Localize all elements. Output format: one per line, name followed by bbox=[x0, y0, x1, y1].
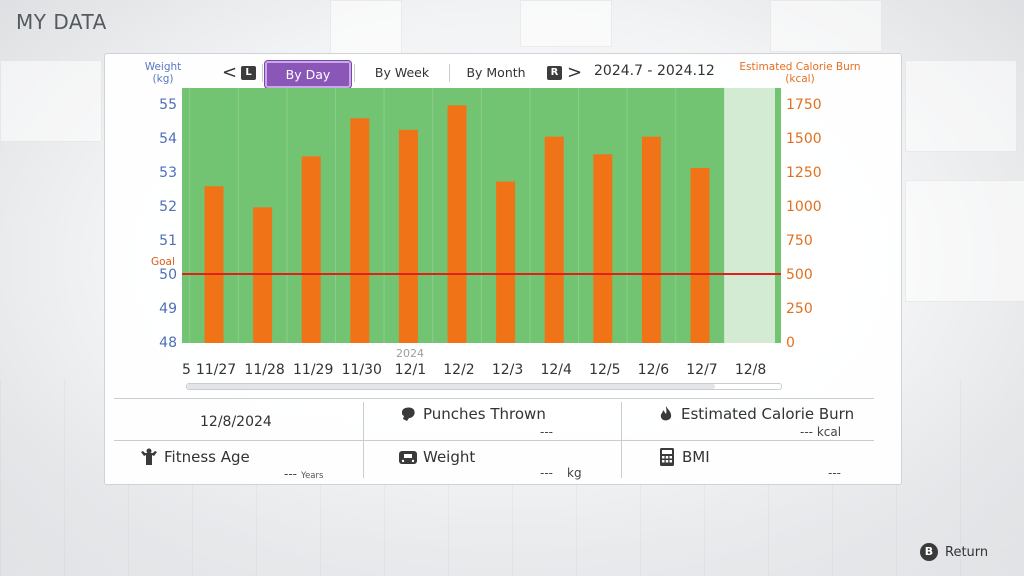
right-axis-tick: 1250 bbox=[786, 165, 822, 181]
calorie-bar bbox=[204, 186, 224, 343]
tab-divider bbox=[262, 64, 263, 82]
x-axis-tick: 11/30 bbox=[342, 362, 382, 378]
page-title: MY DATA bbox=[16, 10, 107, 34]
calorie-bar bbox=[447, 105, 467, 343]
calculator-icon bbox=[660, 448, 674, 466]
x-axis-tick: 12/2 bbox=[443, 362, 474, 378]
right-axis-tick: 0 bbox=[786, 335, 795, 351]
bmi-value: --- bbox=[828, 466, 841, 480]
tab-divider bbox=[354, 64, 355, 82]
chart-scrollbar[interactable] bbox=[186, 383, 782, 390]
background-tile bbox=[905, 60, 1017, 152]
x-axis-tick: 11/29 bbox=[293, 362, 333, 378]
left-axis-tick: 55 bbox=[159, 97, 177, 113]
x-axis-tick: 12/7 bbox=[686, 362, 717, 378]
b-button-icon: B bbox=[920, 543, 938, 561]
tab-divider bbox=[449, 64, 450, 82]
calorie-bar bbox=[398, 129, 418, 343]
selected-date: 12/8/2024 bbox=[200, 414, 272, 430]
right-axis-tick: 1500 bbox=[786, 131, 822, 147]
weight-value: --- kg bbox=[540, 466, 582, 480]
x-axis-tick: 12/8 bbox=[735, 362, 766, 378]
calorie-bar bbox=[350, 118, 370, 343]
l-button-icon: L bbox=[241, 66, 256, 80]
right-axis-title: Estimated Calorie Burn (kcal) bbox=[739, 61, 861, 85]
year-label: 2024 bbox=[396, 347, 424, 360]
x-axis-tick: 12/3 bbox=[492, 362, 523, 378]
background-tile bbox=[0, 60, 102, 142]
punches-thrown-value: --- bbox=[540, 425, 553, 439]
return-control[interactable]: B Return bbox=[920, 543, 988, 561]
tab-by-day[interactable]: By Day bbox=[265, 61, 351, 88]
goal-label: Goal bbox=[151, 256, 175, 268]
right-axis-tick: 500 bbox=[786, 267, 813, 283]
next-arrow-icon[interactable]: > bbox=[567, 62, 583, 83]
left-axis-tick: 54 bbox=[159, 131, 177, 147]
right-axis-tick: 1750 bbox=[786, 97, 822, 113]
left-axis-tick: 50 bbox=[159, 267, 177, 283]
scale-icon bbox=[399, 451, 417, 464]
grid-line bbox=[114, 398, 874, 399]
calorie-bar bbox=[544, 136, 564, 343]
background-tile bbox=[905, 180, 1024, 302]
calorie-bar bbox=[253, 207, 273, 343]
x-axis-tick: 12/4 bbox=[540, 362, 572, 378]
left-axis-tick: 49 bbox=[159, 301, 177, 317]
right-axis-tick: 250 bbox=[786, 301, 813, 317]
bmi-label: BMI bbox=[657, 447, 710, 467]
grid-line bbox=[114, 440, 874, 441]
selected-day-highlight bbox=[724, 88, 775, 343]
x-axis-tick-partial: 5 bbox=[182, 362, 191, 378]
punches-thrown-label: Punches Thrown bbox=[398, 404, 546, 424]
x-axis-tick: 12/1 bbox=[395, 362, 426, 378]
calorie-bar bbox=[301, 156, 321, 343]
date-range-label: 2024.7 - 2024.12 bbox=[594, 63, 715, 79]
weight-label: Weight bbox=[398, 447, 475, 467]
boxing-glove-icon bbox=[402, 407, 415, 421]
calorie-bar bbox=[690, 167, 710, 343]
right-axis-tick: 750 bbox=[786, 233, 813, 249]
fitness-age-value: --- Years bbox=[284, 467, 324, 481]
tab-by-week[interactable]: By Week bbox=[374, 65, 430, 80]
r-button-icon: R bbox=[547, 66, 562, 80]
prev-arrow-icon[interactable]: < bbox=[222, 62, 238, 83]
left-axis-tick: 52 bbox=[159, 199, 177, 215]
x-axis-tick: 12/6 bbox=[638, 362, 670, 378]
grid-line bbox=[621, 402, 622, 478]
left-axis-title: Weight (kg) bbox=[144, 61, 182, 85]
plot-right-edge bbox=[775, 88, 781, 343]
calorie-burn-label: Estimated Calorie Burn bbox=[656, 404, 854, 424]
right-axis-tick: 1000 bbox=[786, 199, 822, 215]
grid-line bbox=[363, 402, 364, 478]
left-axis-tick: 48 bbox=[159, 335, 177, 351]
x-axis-tick: 11/28 bbox=[244, 362, 284, 378]
x-axis-tick: 12/5 bbox=[589, 362, 620, 378]
tab-by-month[interactable]: By Month bbox=[466, 65, 526, 80]
background-tile bbox=[770, 0, 882, 52]
calorie-burn-value: --- kcal bbox=[800, 425, 842, 439]
left-axis-tick: 51 bbox=[159, 233, 177, 249]
return-label[interactable]: Return bbox=[945, 544, 989, 560]
calorie-bar bbox=[641, 136, 661, 343]
muscle-figure-icon bbox=[141, 448, 157, 465]
scrollbar-thumb[interactable] bbox=[187, 384, 715, 389]
left-axis-tick: 53 bbox=[159, 165, 177, 181]
calorie-bar bbox=[496, 181, 516, 343]
calorie-bar bbox=[593, 154, 613, 343]
background-tile bbox=[330, 0, 402, 57]
flame-icon bbox=[660, 406, 672, 421]
fitness-age-label: Fitness Age bbox=[139, 447, 250, 467]
background-tile bbox=[520, 0, 612, 47]
x-axis-tick: 11/27 bbox=[196, 362, 236, 378]
